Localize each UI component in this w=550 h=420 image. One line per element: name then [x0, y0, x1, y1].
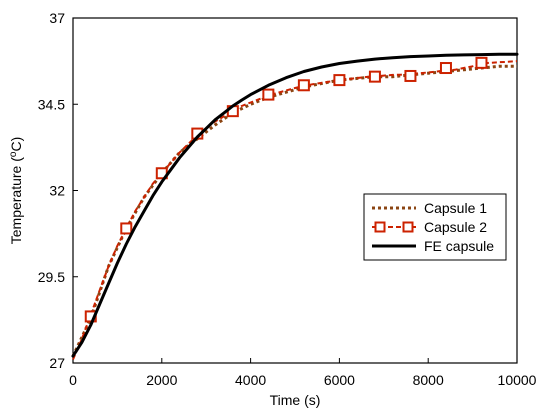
legend-items: Capsule 1 Capsule 2 FE capsule — [372, 200, 494, 254]
capsule-2-marker — [333, 74, 346, 87]
legend-marker-capsule-2 — [374, 221, 386, 233]
legend: Capsule 1 Capsule 2 FE capsule — [363, 193, 507, 261]
capsule-2-marker — [368, 70, 381, 83]
y-tick-label: 27 — [49, 355, 65, 371]
capsule-2-marker — [120, 222, 133, 235]
x-tick-label: 4000 — [235, 372, 266, 388]
capsule-2-marker — [439, 62, 452, 75]
x-axis: 0 2000 4000 6000 8000 10000 — [69, 358, 537, 388]
x-tick-label: 0 — [69, 372, 77, 388]
y-axis-title: Temperature (oC) — [8, 137, 24, 245]
capsule-2-marker — [475, 56, 488, 69]
x-tick-label: 2000 — [146, 372, 177, 388]
series-line-capsule-2 — [72, 60, 518, 360]
series-layer — [71, 52, 519, 360]
y-axis-title-main: Temperature ( — [8, 157, 24, 244]
legend-marker-capsule-2 — [402, 221, 414, 233]
capsule-2-marker — [297, 79, 310, 92]
y-axis: 27 29.5 32 34.5 37 — [38, 10, 78, 371]
y-tick-label: 29.5 — [38, 269, 65, 285]
x-axis-title: Time (s) — [270, 392, 321, 408]
x-tick-label: 8000 — [413, 372, 444, 388]
capsule-2-marker — [404, 69, 417, 82]
y-tick-label: 34.5 — [38, 96, 65, 112]
capsule-2-marker — [262, 88, 275, 101]
legend-label-fe-capsule: FE capsule — [424, 238, 494, 254]
y-tick-label: 37 — [49, 10, 65, 26]
y-axis-title-superscript: o — [8, 151, 19, 157]
legend-label-capsule-2: Capsule 2 — [424, 219, 487, 235]
series-line-fe-capsule — [71, 52, 519, 358]
x-tick-label: 6000 — [324, 372, 355, 388]
legend-box — [363, 193, 507, 261]
y-axis-title-tail: C) — [8, 137, 24, 152]
y-tick-label: 32 — [49, 183, 65, 199]
legend-label-capsule-1: Capsule 1 — [424, 200, 487, 216]
x-tick-label: 10000 — [498, 372, 537, 388]
